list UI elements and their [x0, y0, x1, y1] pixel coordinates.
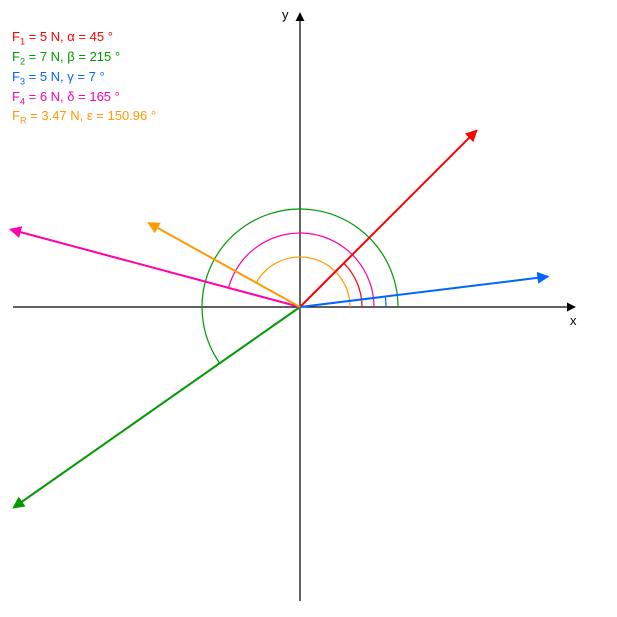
- legend-F1: F1 = 5 N, α = 45 °: [12, 28, 156, 48]
- vector-F2: [13, 307, 300, 508]
- legend-FR: FR = 3.47 N, ε = 150.96 °: [12, 107, 156, 127]
- vector-diagram: x y F1 = 5 N, α = 45 °F2 = 7 N, β = 215 °…: [0, 0, 617, 614]
- x-axis-label: x: [570, 313, 577, 328]
- legend-F2: F2 = 7 N, β = 215 °: [12, 48, 156, 68]
- legend-F4: F4 = 6 N, δ = 165 °: [12, 88, 156, 108]
- vector-F3: [300, 277, 548, 307]
- vector-F4: [10, 229, 300, 307]
- vector-F1: [300, 130, 477, 307]
- legend-F3: F3 = 5 N, γ = 7 °: [12, 68, 156, 88]
- vector-FR: [148, 223, 300, 307]
- y-axis-label: y: [282, 7, 289, 22]
- legend: F1 = 5 N, α = 45 °F2 = 7 N, β = 215 °F3 …: [12, 28, 156, 127]
- angle-arc-F4: [229, 233, 374, 307]
- angle-arc-F3: [385, 297, 386, 307]
